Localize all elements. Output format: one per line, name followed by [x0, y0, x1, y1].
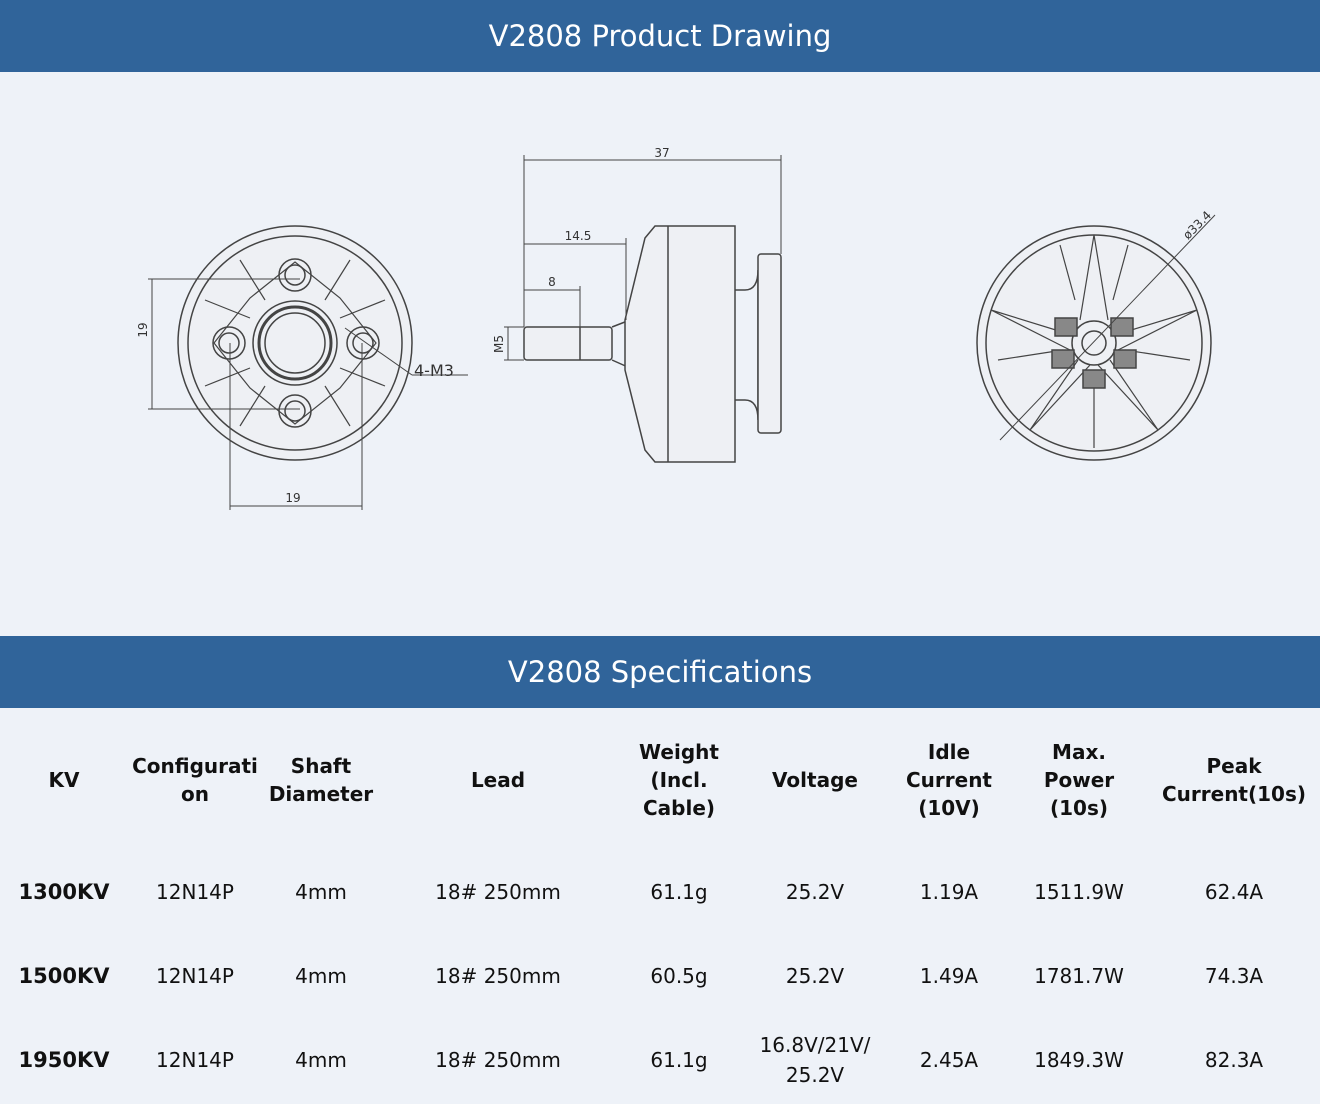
drawing-section-header: V2808 Product Drawing: [0, 0, 1320, 72]
table-cell: 25.2V: [785, 880, 845, 904]
table-cell: 1300KV: [18, 880, 110, 904]
column-header: Peak Current(10s): [1161, 754, 1307, 806]
table-cell: 4mm: [295, 1048, 347, 1072]
table-cell: 12N14P: [156, 880, 234, 904]
table-cell: 1950KV: [18, 1048, 110, 1072]
front-height-label: 19: [136, 322, 150, 337]
table-cell: 18# 250mm: [435, 1048, 561, 1072]
table-row: 1500KV 12N14P 4mm 18# 250mm 60.5g 25.2V 1.49A 1…: [0, 934, 1320, 1018]
table-header-row: KV Configurati on Shaft Diameter Lead Weight…: [0, 710, 1320, 850]
column-header: Max. Power (10s): [1043, 740, 1115, 820]
mount-holes-label: 4-M3: [414, 361, 454, 380]
table-cell: 74.3A: [1204, 964, 1264, 988]
drawing-title: V2808 Product Drawing: [488, 19, 832, 53]
table-cell: 82.3A: [1204, 1048, 1264, 1072]
shaft-length-label: 14.5: [565, 229, 592, 243]
spec-table: KV Configurati on Shaft Diameter Lead Weight…: [0, 710, 1320, 1102]
table-cell: 4mm: [295, 964, 347, 988]
table-cell: 12N14P: [156, 964, 234, 988]
spec-title: V2808 Specifications: [507, 655, 813, 689]
table-cell: 1511.9W: [1034, 880, 1124, 904]
table-cell: 61.1g: [650, 880, 708, 904]
table-cell: 61.1g: [650, 1048, 708, 1072]
thread-length-label: 8: [548, 275, 556, 289]
column-header: Voltage: [772, 768, 858, 792]
table-cell: 62.4A: [1204, 880, 1264, 904]
spec-section-header: V2808 Specifications: [0, 636, 1320, 708]
column-header: Weight (Incl. Cable): [639, 740, 719, 820]
column-header: Lead: [470, 768, 526, 792]
top-view: ø33.4: [976, 208, 1216, 461]
table-cell: 16.8V/21V/ 25.2V: [759, 1033, 871, 1087]
front-view: 19 19 4-M3: [136, 225, 468, 510]
column-header: Configurati on: [132, 754, 258, 806]
table-cell: 25.2V: [785, 964, 845, 988]
table-cell: 2.45A: [919, 1048, 979, 1072]
table-cell: 12N14P: [156, 1048, 234, 1072]
column-header: Shaft Diameter: [268, 754, 374, 806]
diameter-label: ø33.4: [1180, 208, 1214, 242]
product-drawing: 19 19 4-M3 37 14.5 8 M5: [136, 146, 1216, 510]
table-cell: 4mm: [295, 880, 347, 904]
column-header: KV: [48, 768, 80, 792]
table-row: 1950KV 12N14P 4mm 18# 250mm 61.1g 16.8V/21V/ …: [0, 1018, 1320, 1102]
side-view: 37 14.5 8 M5: [492, 146, 782, 463]
table-cell: 60.5g: [650, 964, 708, 988]
table-cell: 1781.7W: [1034, 964, 1124, 988]
total-length-label: 37: [654, 146, 669, 160]
column-header: Idle Current (10V): [905, 740, 992, 820]
table-cell: 1.19A: [919, 880, 979, 904]
table-cell: 1.49A: [919, 964, 979, 988]
table-cell: 18# 250mm: [435, 964, 561, 988]
front-width-label: 19: [285, 491, 300, 505]
table-row: 1300KV 12N14P 4mm 18# 250mm 61.1g 25.2V 1.19A 1…: [0, 850, 1320, 934]
table-cell: 18# 250mm: [435, 880, 561, 904]
table-cell: 1849.3W: [1034, 1048, 1124, 1072]
table-cell: 1500KV: [18, 964, 110, 988]
thread-size-label: M5: [492, 335, 506, 353]
